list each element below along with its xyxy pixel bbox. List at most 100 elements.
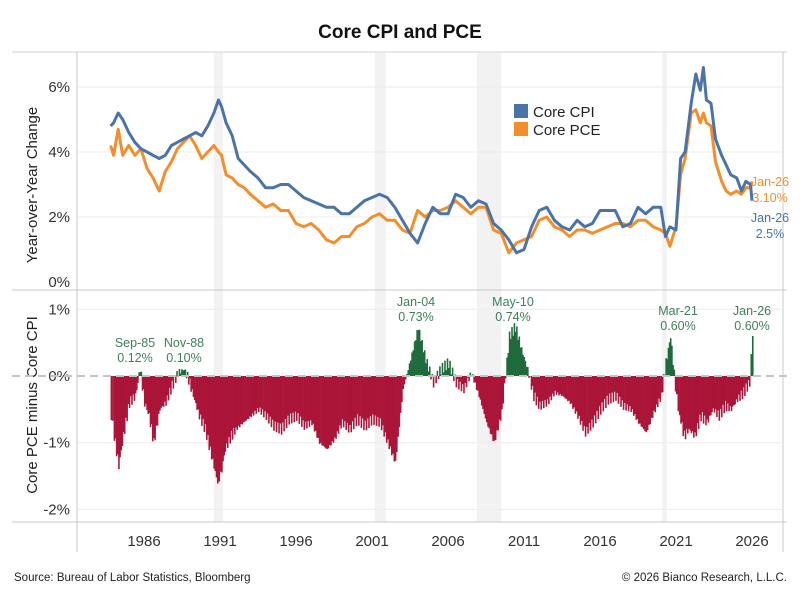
bottom-y-tick-label: 0% <box>48 368 70 385</box>
difference-bar <box>327 376 330 449</box>
line-series <box>109 66 754 255</box>
difference-bar <box>192 376 195 397</box>
difference-bar <box>223 376 225 456</box>
top-y-tick-label: 2% <box>48 209 70 226</box>
difference-bar <box>659 376 662 402</box>
annotation-mar21-value: 0.60% <box>660 319 695 333</box>
difference-bar <box>355 376 358 427</box>
difference-bar <box>611 376 613 393</box>
difference-bar <box>468 376 470 382</box>
difference-bar <box>170 376 172 395</box>
difference-bar <box>268 376 270 424</box>
difference-bar <box>203 376 206 432</box>
difference-bar <box>615 376 617 401</box>
difference-bar <box>553 376 555 397</box>
difference-bar <box>404 376 407 380</box>
annotation-jan04-value: 0.73% <box>398 310 433 324</box>
difference-bar <box>275 376 278 433</box>
difference-bar <box>264 376 266 412</box>
difference-bar <box>340 376 342 429</box>
difference-bar <box>544 376 546 401</box>
difference-bar <box>125 376 127 418</box>
difference-bar <box>503 376 506 384</box>
difference-bar <box>198 376 201 420</box>
difference-bar <box>296 376 298 421</box>
difference-bar <box>354 376 356 418</box>
difference-bar <box>655 376 658 405</box>
difference-bar <box>649 376 651 424</box>
difference-bar <box>416 330 418 376</box>
difference-bar <box>308 376 311 427</box>
difference-bar <box>336 376 339 432</box>
recession-band <box>375 53 386 522</box>
difference-bar <box>150 376 153 425</box>
difference-bar <box>567 376 569 402</box>
legend-swatch-cpi <box>514 104 528 118</box>
difference-bar <box>463 376 465 394</box>
difference-bar <box>441 362 444 376</box>
difference-bar <box>716 376 718 417</box>
x-tick-label: 2011 <box>508 533 540 550</box>
difference-bar <box>673 369 676 376</box>
difference-bar <box>548 376 550 405</box>
difference-bar <box>596 376 598 411</box>
difference-bar <box>344 376 346 422</box>
difference-bar <box>448 367 450 376</box>
difference-bar <box>556 376 559 393</box>
difference-bar <box>460 376 463 392</box>
difference-bar <box>747 376 750 381</box>
difference-bar <box>689 376 691 431</box>
difference-bar <box>304 376 307 422</box>
pce-end-date-label: Jan-26 <box>751 175 789 189</box>
difference-bar <box>415 340 417 376</box>
pce-end-value-label: 3.10% <box>752 191 787 205</box>
difference-bar <box>294 376 297 412</box>
difference-bar <box>132 376 135 395</box>
difference-bar <box>530 376 533 390</box>
difference-bar <box>741 376 744 400</box>
difference-bar <box>587 376 589 434</box>
recession-band <box>662 53 667 522</box>
difference-bar <box>312 376 315 424</box>
difference-bar <box>559 376 562 395</box>
difference-bar <box>598 376 601 407</box>
difference-bar <box>247 376 250 419</box>
difference-bar <box>610 376 612 404</box>
difference-bar <box>191 376 194 390</box>
difference-bar <box>155 376 158 426</box>
x-tick-label: 1996 <box>279 533 312 550</box>
difference-bar <box>171 376 173 381</box>
difference-bar <box>230 376 233 431</box>
difference-bar <box>593 376 596 416</box>
difference-bar <box>119 376 121 458</box>
difference-bar <box>120 376 123 451</box>
difference-bar <box>241 376 244 425</box>
difference-bar <box>519 347 522 376</box>
difference-bar <box>258 376 260 413</box>
difference-bar <box>375 376 378 426</box>
difference-bar <box>226 376 229 448</box>
difference-bar <box>625 376 627 411</box>
difference-bar <box>735 376 738 400</box>
difference-bar <box>148 376 151 413</box>
difference-bar <box>643 376 645 430</box>
recession-bands <box>213 53 667 522</box>
difference-bar <box>681 376 683 422</box>
difference-bar <box>137 376 139 383</box>
difference-bar <box>510 339 512 376</box>
bar-annotations: Sep-85 0.12% Nov-88 0.10% Jan-04 0.73% M… <box>115 295 771 365</box>
difference-bar <box>214 376 217 472</box>
difference-bar <box>206 376 208 440</box>
difference-bar <box>449 360 451 376</box>
difference-bar <box>446 358 449 376</box>
difference-bar <box>242 376 245 423</box>
difference-bar <box>644 376 646 432</box>
difference-bar <box>176 371 178 376</box>
difference-bar <box>750 354 753 376</box>
difference-bar <box>363 376 365 431</box>
difference-bar <box>497 376 499 431</box>
difference-bar <box>621 376 624 401</box>
difference-bar <box>465 376 468 388</box>
difference-bar <box>172 376 175 389</box>
difference-bar <box>118 376 120 470</box>
